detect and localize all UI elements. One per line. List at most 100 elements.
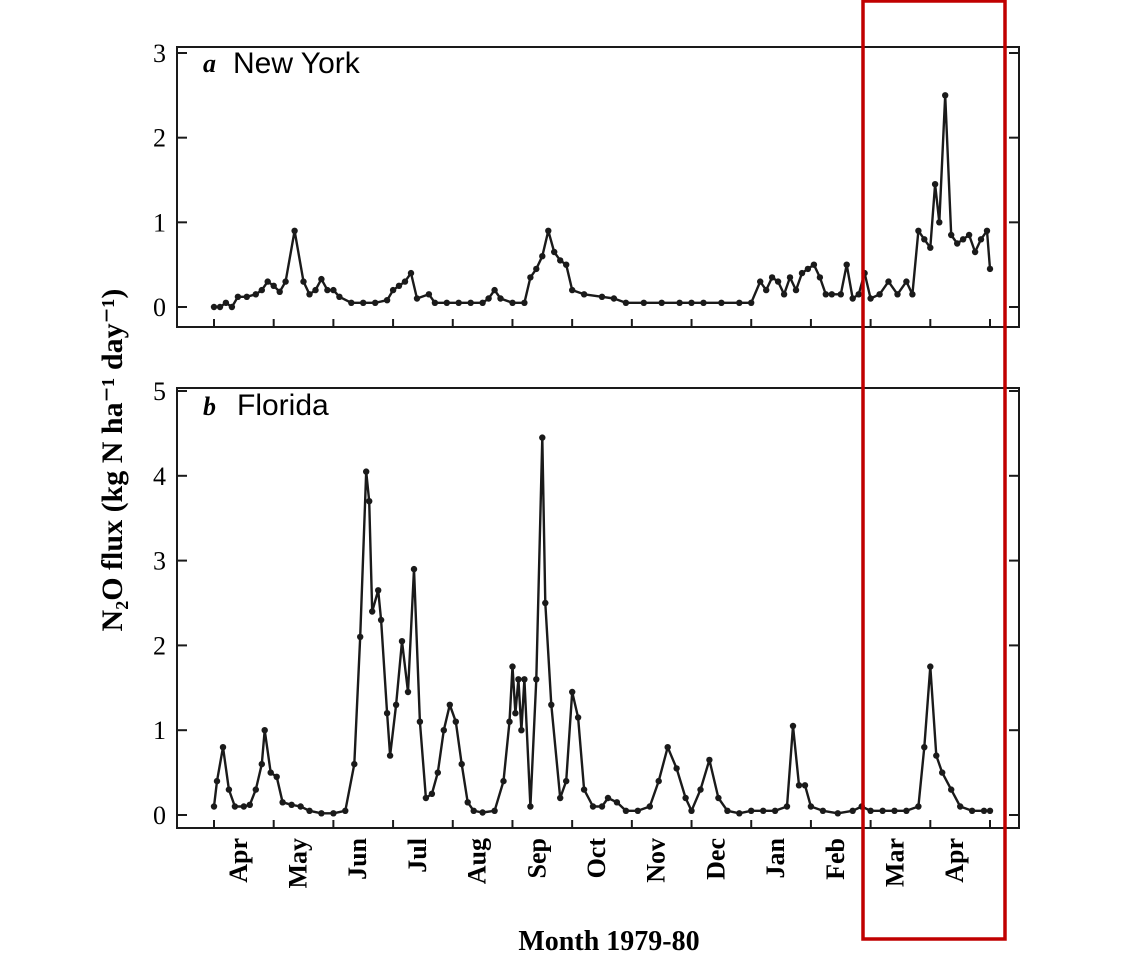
panel-florida: b Florida 0 1 2 3 4 5 xyxy=(153,377,1020,830)
data-point xyxy=(748,299,755,306)
data-point xyxy=(446,701,453,708)
y-tick-label: 2 xyxy=(153,124,166,153)
month-label: Aug xyxy=(463,838,492,884)
data-point xyxy=(736,299,743,306)
data-point xyxy=(270,282,277,289)
data-point xyxy=(351,760,358,768)
data-point xyxy=(789,722,797,730)
data-point xyxy=(258,286,265,294)
data-point xyxy=(222,299,230,306)
data-point xyxy=(986,807,994,814)
data-point xyxy=(939,769,946,776)
data-point xyxy=(822,291,829,298)
data-point xyxy=(372,299,379,306)
data-point xyxy=(506,718,513,725)
data-point xyxy=(398,638,406,645)
data-point xyxy=(470,807,477,814)
data-point xyxy=(228,303,236,311)
data-point xyxy=(386,752,394,759)
data-point xyxy=(968,807,976,814)
data-point xyxy=(697,786,704,793)
data-point xyxy=(500,777,507,785)
florida-series-points xyxy=(210,434,994,817)
data-point xyxy=(843,261,850,268)
data-point xyxy=(688,299,695,306)
data-point xyxy=(533,265,540,273)
new-york-series-points xyxy=(210,92,994,311)
data-point xyxy=(855,291,862,298)
data-point xyxy=(810,261,818,268)
month-label: Jul xyxy=(403,838,432,873)
data-point xyxy=(598,803,606,810)
data-point xyxy=(849,807,856,814)
data-point xyxy=(509,663,516,670)
data-point xyxy=(876,291,883,298)
month-label: Apr xyxy=(940,838,969,883)
data-point xyxy=(527,803,534,810)
data-point xyxy=(533,676,540,683)
data-point xyxy=(404,688,412,696)
data-point xyxy=(589,803,597,810)
data-point xyxy=(959,236,967,243)
data-point xyxy=(267,769,274,776)
data-point xyxy=(909,291,916,298)
data-point xyxy=(234,293,242,300)
data-point xyxy=(931,181,939,188)
data-point xyxy=(392,701,400,708)
data-point xyxy=(210,303,218,311)
data-point xyxy=(763,286,770,294)
data-point xyxy=(718,299,725,306)
data-point xyxy=(557,794,564,802)
data-point xyxy=(867,295,874,302)
data-point xyxy=(515,676,522,683)
data-point xyxy=(563,777,570,785)
data-point xyxy=(604,794,612,802)
panel-b-y-axis: 0 1 2 3 4 5 xyxy=(153,377,1019,830)
data-point xyxy=(798,269,806,277)
data-point xyxy=(563,261,570,268)
data-point xyxy=(879,807,886,814)
data-point xyxy=(948,786,955,793)
data-point xyxy=(837,291,844,298)
data-point xyxy=(431,299,439,306)
data-point xyxy=(243,293,250,300)
month-label: Jun xyxy=(343,837,372,879)
data-point xyxy=(936,219,943,226)
data-point xyxy=(491,286,498,294)
data-point xyxy=(634,807,641,814)
data-point xyxy=(434,769,441,776)
data-point xyxy=(551,248,558,256)
data-point xyxy=(569,688,576,696)
data-point xyxy=(971,248,979,256)
month-label: Nov xyxy=(642,838,671,883)
data-point xyxy=(342,807,349,814)
data-point xyxy=(276,288,283,295)
data-point xyxy=(867,807,874,814)
data-point xyxy=(983,227,991,234)
month-label: Apr xyxy=(224,838,253,883)
panel-b-letter: b xyxy=(203,392,216,421)
data-point xyxy=(915,227,922,234)
data-point xyxy=(273,773,280,780)
data-point xyxy=(252,291,259,298)
data-point xyxy=(282,278,289,285)
data-point xyxy=(774,278,782,285)
month-label: May xyxy=(284,838,313,889)
data-point xyxy=(428,790,436,797)
data-point xyxy=(458,760,465,768)
data-point xyxy=(980,807,988,814)
data-point xyxy=(804,265,812,273)
data-point xyxy=(655,777,662,785)
data-point xyxy=(216,303,224,311)
data-point xyxy=(383,710,391,717)
data-point xyxy=(246,801,253,808)
data-point xyxy=(891,807,898,814)
data-point xyxy=(700,299,707,306)
y-tick-label: 0 xyxy=(153,293,166,322)
data-point xyxy=(291,227,298,234)
data-point xyxy=(640,299,647,306)
data-point xyxy=(915,803,922,810)
data-point xyxy=(377,616,385,624)
data-point xyxy=(757,278,764,285)
